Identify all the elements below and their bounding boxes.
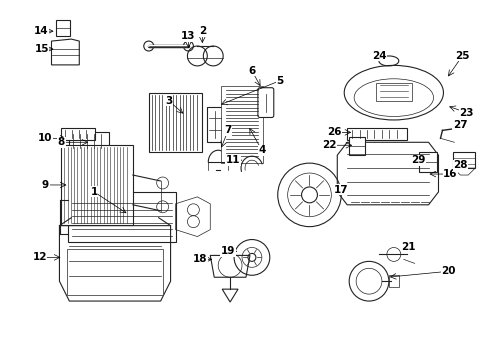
Text: 24: 24	[371, 51, 386, 61]
Bar	[375, 83, 411, 100]
Bar	[61, 129, 95, 140]
Text: 21: 21	[401, 243, 415, 252]
Text: 8: 8	[58, 137, 65, 147]
Bar	[348, 137, 365, 155]
Bar	[346, 129, 406, 140]
Bar	[452, 152, 474, 168]
Bar	[61, 145, 133, 225]
Text: 27: 27	[452, 121, 467, 130]
Text: 10: 10	[38, 133, 53, 143]
Bar	[67, 249, 163, 295]
Bar	[207, 107, 223, 142]
Text: 7: 7	[224, 125, 231, 135]
Text: 16: 16	[442, 169, 457, 179]
Bar	[56, 20, 70, 36]
Text: 13: 13	[181, 31, 195, 41]
Bar	[418, 152, 436, 172]
Bar	[148, 93, 202, 152]
Text: 9: 9	[42, 180, 49, 190]
Text: 6: 6	[248, 66, 255, 76]
Bar	[221, 86, 263, 163]
Text: 4: 4	[258, 145, 265, 155]
Text: 14: 14	[34, 26, 49, 36]
Text: 18: 18	[193, 255, 207, 264]
Bar	[68, 192, 175, 242]
Text: 23: 23	[458, 108, 472, 117]
Text: 19: 19	[221, 247, 235, 256]
Text: 29: 29	[410, 155, 425, 165]
Text: 11: 11	[225, 155, 240, 165]
Text: 1: 1	[90, 187, 98, 197]
Bar	[224, 89, 259, 160]
Text: 2: 2	[198, 26, 205, 36]
Text: 25: 25	[454, 51, 468, 61]
Text: 3: 3	[164, 96, 172, 105]
FancyBboxPatch shape	[257, 88, 273, 117]
Bar	[69, 132, 109, 150]
Text: 20: 20	[440, 266, 455, 276]
Text: 28: 28	[452, 160, 467, 170]
Text: 15: 15	[34, 44, 49, 54]
Text: 12: 12	[32, 252, 47, 262]
Text: 5: 5	[276, 76, 283, 86]
Text: 22: 22	[322, 140, 336, 150]
Text: 17: 17	[333, 185, 348, 195]
Text: 26: 26	[326, 127, 341, 138]
